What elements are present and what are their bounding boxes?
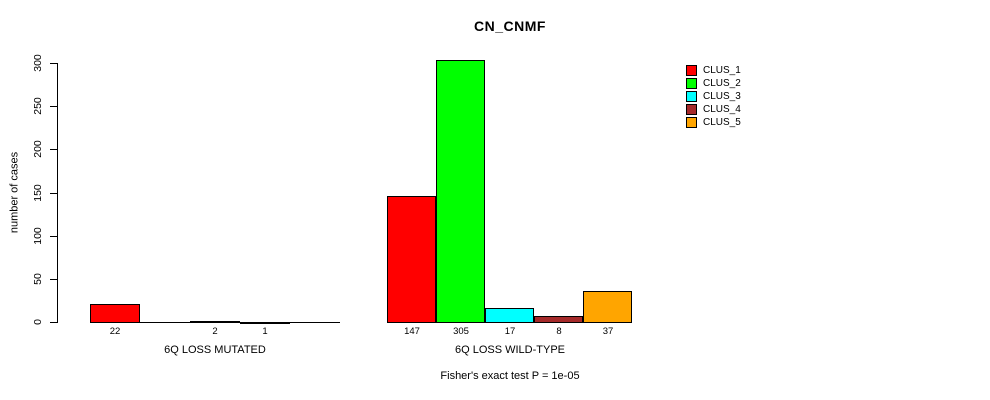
legend-label: CLUS_1 <box>703 65 741 76</box>
bar-clus_1-group1 <box>90 304 140 323</box>
legend-label: CLUS_5 <box>703 117 741 128</box>
bar-count-label: 147 <box>404 326 420 337</box>
legend-item-clus_5: CLUS_5 <box>686 116 741 129</box>
bar-clus_3-group1 <box>190 321 240 323</box>
legend-item-clus_1: CLUS_1 <box>686 64 741 77</box>
y-tick-label: 150 <box>32 184 44 202</box>
x-category-label: 6Q LOSS MUTATED <box>164 344 266 356</box>
bar-clus_3-group2 <box>485 308 534 323</box>
legend-swatch-icon <box>686 117 697 128</box>
bar-count-label: 17 <box>504 326 516 337</box>
legend-item-clus_4: CLUS_4 <box>686 103 741 116</box>
y-tick-label: 250 <box>32 97 44 115</box>
bar-count-label: 1 <box>262 326 268 337</box>
bar-count-label: 2 <box>212 326 218 337</box>
y-tick-label: 50 <box>32 273 44 285</box>
bar-count-label: 22 <box>109 326 121 337</box>
chart-title: CN_CNMF <box>474 18 546 34</box>
y-tick-label: 300 <box>32 54 44 72</box>
legend-label: CLUS_2 <box>703 78 741 89</box>
legend-swatch-icon <box>686 65 697 76</box>
bar-clus_4-group2 <box>534 316 583 323</box>
y-tick <box>50 106 57 107</box>
legend-item-clus_3: CLUS_3 <box>686 90 741 103</box>
legend-label: CLUS_4 <box>703 104 741 115</box>
legend-swatch-icon <box>686 78 697 89</box>
y-tick <box>50 193 57 194</box>
y-tick <box>50 279 57 280</box>
annotation-text: Fisher's exact test P = 1e-05 <box>440 370 580 382</box>
bar-count-label: 305 <box>453 326 469 337</box>
bar-count-label: 37 <box>602 326 614 337</box>
y-tick <box>50 322 57 323</box>
bar-count-label: 8 <box>556 326 562 337</box>
bar-clus_5-group2 <box>583 291 632 323</box>
legend-swatch-icon <box>686 91 697 102</box>
legend: CLUS_1 CLUS_2 CLUS_3 CLUS_4 CLUS_5 <box>686 64 741 129</box>
x-category-label: 6Q LOSS WILD-TYPE <box>454 344 566 356</box>
y-tick-label: 0 <box>32 319 44 325</box>
bar-clus_4-group1 <box>240 322 290 324</box>
bar-clus_2-group2 <box>436 60 485 323</box>
legend-swatch-icon <box>686 104 697 115</box>
y-axis-line <box>57 63 58 323</box>
y-tick-label: 100 <box>32 227 44 245</box>
y-tick <box>50 63 57 64</box>
y-tick-label: 200 <box>32 140 44 158</box>
y-tick <box>50 236 57 237</box>
legend-label: CLUS_3 <box>703 91 741 102</box>
legend-item-clus_2: CLUS_2 <box>686 77 741 90</box>
bar-clus_1-group2 <box>387 196 436 323</box>
y-tick <box>50 149 57 150</box>
